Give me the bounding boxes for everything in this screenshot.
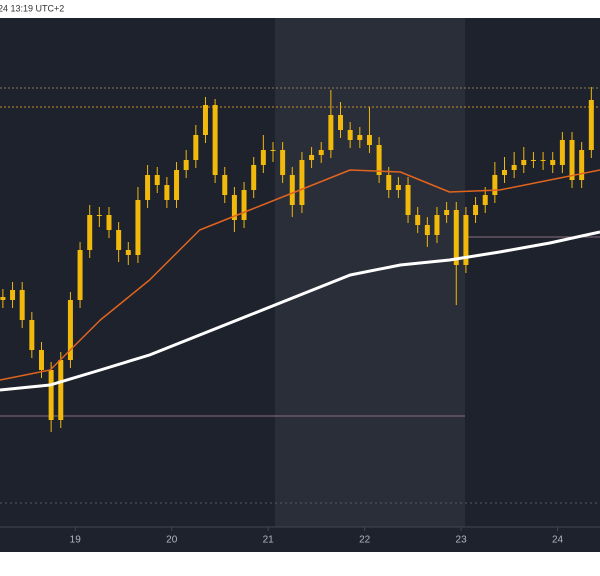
bottom-bar — [0, 552, 600, 576]
candle-body — [453, 210, 459, 265]
candle-body — [58, 360, 64, 420]
candle-body — [10, 290, 16, 300]
candle-body — [463, 215, 469, 265]
moving-average — [0, 169, 600, 381]
candle-body — [48, 370, 54, 420]
candle-body — [386, 175, 392, 190]
candle-body — [231, 195, 237, 220]
candle-body — [241, 190, 247, 220]
candle-body — [183, 160, 189, 170]
candle-body — [395, 185, 401, 190]
candle-body — [19, 290, 25, 320]
candle-body — [357, 135, 363, 140]
candle-body — [202, 105, 208, 135]
candle-body — [309, 155, 315, 160]
candle-body — [405, 185, 411, 215]
candle-body — [116, 230, 122, 250]
candle-body — [67, 300, 73, 360]
candle-body — [222, 175, 228, 195]
candle-body — [145, 175, 151, 200]
candle-body — [376, 145, 382, 175]
candle-body — [579, 150, 585, 180]
candle-body — [193, 135, 199, 160]
x-tick-label: 19 — [70, 535, 82, 546]
candle-body — [38, 350, 44, 370]
candle-body — [289, 175, 295, 205]
candle-body — [77, 250, 83, 300]
candle-body — [550, 160, 556, 165]
candle-body — [473, 205, 479, 215]
candle-body — [164, 185, 170, 200]
candle-body — [444, 210, 450, 215]
candle-body — [154, 175, 160, 185]
candle-body — [106, 215, 112, 230]
moving-average — [0, 230, 600, 392]
candle-body — [347, 130, 353, 140]
x-tick-label: 20 — [166, 535, 178, 546]
candle-body — [318, 150, 324, 155]
x-tick-label: 23 — [456, 535, 468, 546]
candle-body — [588, 100, 594, 150]
candle-body — [280, 150, 286, 175]
candle-body — [521, 160, 527, 165]
candle-body — [338, 115, 344, 130]
candle-body — [559, 140, 565, 165]
candle-body — [299, 160, 305, 205]
candle-body — [415, 215, 421, 225]
timestamp: 24 13:19 UTC+2 — [0, 3, 64, 13]
candle-body — [212, 105, 218, 175]
x-tick-label: 22 — [359, 535, 371, 546]
candle-body — [96, 215, 102, 216]
x-tick-label: 21 — [263, 535, 275, 546]
candle-body — [366, 135, 372, 145]
candle-body — [0, 297, 6, 300]
candle-body — [482, 195, 488, 205]
candle-body — [424, 225, 430, 235]
candle-body — [511, 165, 517, 170]
candle-body — [87, 215, 93, 250]
candle-body — [328, 115, 334, 150]
candle-body — [251, 165, 257, 190]
candle-body — [492, 175, 498, 195]
candle-body — [29, 320, 35, 350]
candle-body — [540, 160, 546, 161]
candle-body — [530, 160, 536, 161]
candle-body — [434, 215, 440, 235]
top-bar — [0, 0, 600, 18]
candle-body — [502, 170, 508, 175]
candle-body — [174, 170, 180, 200]
candle-body — [270, 150, 276, 151]
candle-body — [260, 150, 266, 165]
candle-body — [135, 200, 141, 255]
x-tick-label: 24 — [552, 535, 564, 546]
candle-body — [125, 250, 131, 255]
candle-body — [569, 140, 575, 180]
